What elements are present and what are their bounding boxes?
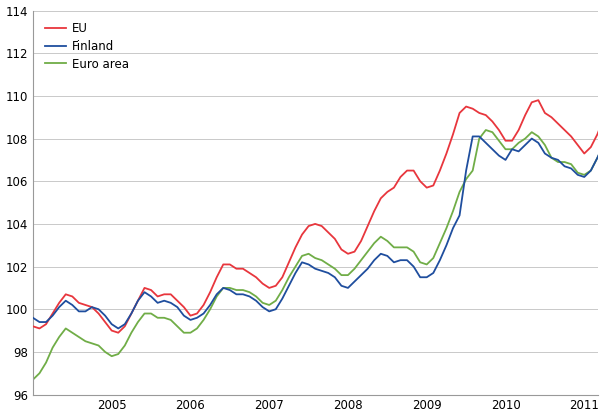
- Line: Finland: Finland: [33, 43, 607, 329]
- EU: [220, 262, 227, 267]
- EU: [115, 330, 122, 335]
- Euro area: [416, 260, 424, 265]
- Legend: EU, Finland, Euro area: EU, Finland, Euro area: [39, 16, 135, 77]
- Finland: [423, 275, 430, 280]
- Line: Euro area: Euro area: [33, 74, 607, 380]
- Finland: [115, 326, 122, 331]
- Euro area: [29, 377, 36, 382]
- Euro area: [213, 294, 220, 299]
- Finland: [220, 285, 227, 291]
- EU: [29, 324, 36, 329]
- EU: [423, 185, 430, 190]
- Finland: [29, 315, 36, 320]
- Line: EU: EU: [33, 21, 607, 333]
